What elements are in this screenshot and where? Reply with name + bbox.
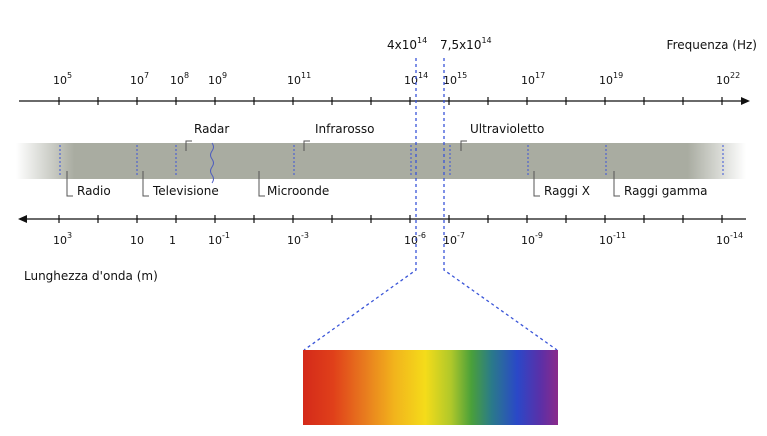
visible-spectrum bbox=[303, 350, 558, 425]
wavelength-tick-label-1: 10 bbox=[130, 234, 144, 247]
band-label-ultravioletto: Ultravioletto bbox=[460, 122, 544, 151]
wavelength-axis-arrow bbox=[18, 215, 27, 223]
band-label-raggi-x: Raggi X bbox=[533, 171, 590, 198]
band-label-infrarosso: Infrarosso bbox=[303, 122, 375, 151]
frequency-tick-label-1: 107 bbox=[130, 71, 149, 87]
band-label-radar: Radar bbox=[185, 122, 229, 151]
svg-text:Raggi gamma: Raggi gamma bbox=[624, 184, 708, 198]
frequency-tick-label-3: 109 bbox=[208, 71, 227, 87]
zoom-line-right bbox=[443, 58, 558, 351]
frequency-tick-label-9: 1022 bbox=[716, 71, 740, 87]
band-label-radio: Radio bbox=[66, 171, 111, 198]
band-label-microonde: Microonde bbox=[258, 171, 329, 198]
wavelength-tick-label-6: 10-7 bbox=[443, 231, 465, 247]
band-label-televisione: Televisione bbox=[142, 171, 219, 198]
svg-text:Infrarosso: Infrarosso bbox=[315, 122, 375, 136]
visible-bound-high: 7,5x1014 bbox=[440, 36, 492, 52]
wavelength-tick-label-5: 10-6 bbox=[404, 231, 426, 247]
svg-text:Radio: Radio bbox=[77, 184, 111, 198]
frequency-tick-label-7: 1017 bbox=[521, 71, 545, 87]
wavelength-tick-label-4: 10-3 bbox=[287, 231, 309, 247]
wavelength-tick-label-3: 10-1 bbox=[208, 231, 230, 247]
wavelength-tick-label-9: 10-14 bbox=[716, 231, 743, 247]
frequency-tick-label-0: 105 bbox=[53, 71, 72, 87]
wavelength-tick-label-7: 10-9 bbox=[521, 231, 543, 247]
frequency-tick-label-2: 108 bbox=[170, 71, 189, 87]
visible-bound-low: 4x1014 bbox=[387, 36, 427, 52]
band-label-raggi-gamma: Raggi gamma bbox=[613, 171, 708, 198]
svg-text:Televisione: Televisione bbox=[152, 184, 219, 198]
svg-text:Radar: Radar bbox=[194, 122, 229, 136]
wavelength-tick-label-0: 103 bbox=[53, 231, 72, 247]
svg-text:Raggi X: Raggi X bbox=[544, 184, 590, 198]
zoom-line-left bbox=[303, 58, 417, 351]
wavelength-axis-label: Lunghezza d'onda (m) bbox=[24, 269, 158, 283]
frequency-tick-label-5: 1014 bbox=[404, 71, 428, 87]
frequency-axis-label: Frequenza (Hz) bbox=[667, 38, 757, 52]
frequency-axis-arrow bbox=[741, 97, 750, 105]
wavelength-tick-label-8: 10-11 bbox=[599, 231, 626, 247]
frequency-tick-label-8: 1019 bbox=[599, 71, 623, 87]
svg-text:Microonde: Microonde bbox=[267, 184, 329, 198]
wavelength-tick-label-2: 1 bbox=[169, 234, 176, 247]
radar-wave-marker bbox=[210, 142, 214, 184]
spectrum-band bbox=[16, 143, 746, 179]
frequency-tick-label-6: 1015 bbox=[443, 71, 467, 87]
frequency-tick-label-4: 1011 bbox=[287, 71, 311, 87]
svg-text:Ultravioletto: Ultravioletto bbox=[470, 122, 544, 136]
